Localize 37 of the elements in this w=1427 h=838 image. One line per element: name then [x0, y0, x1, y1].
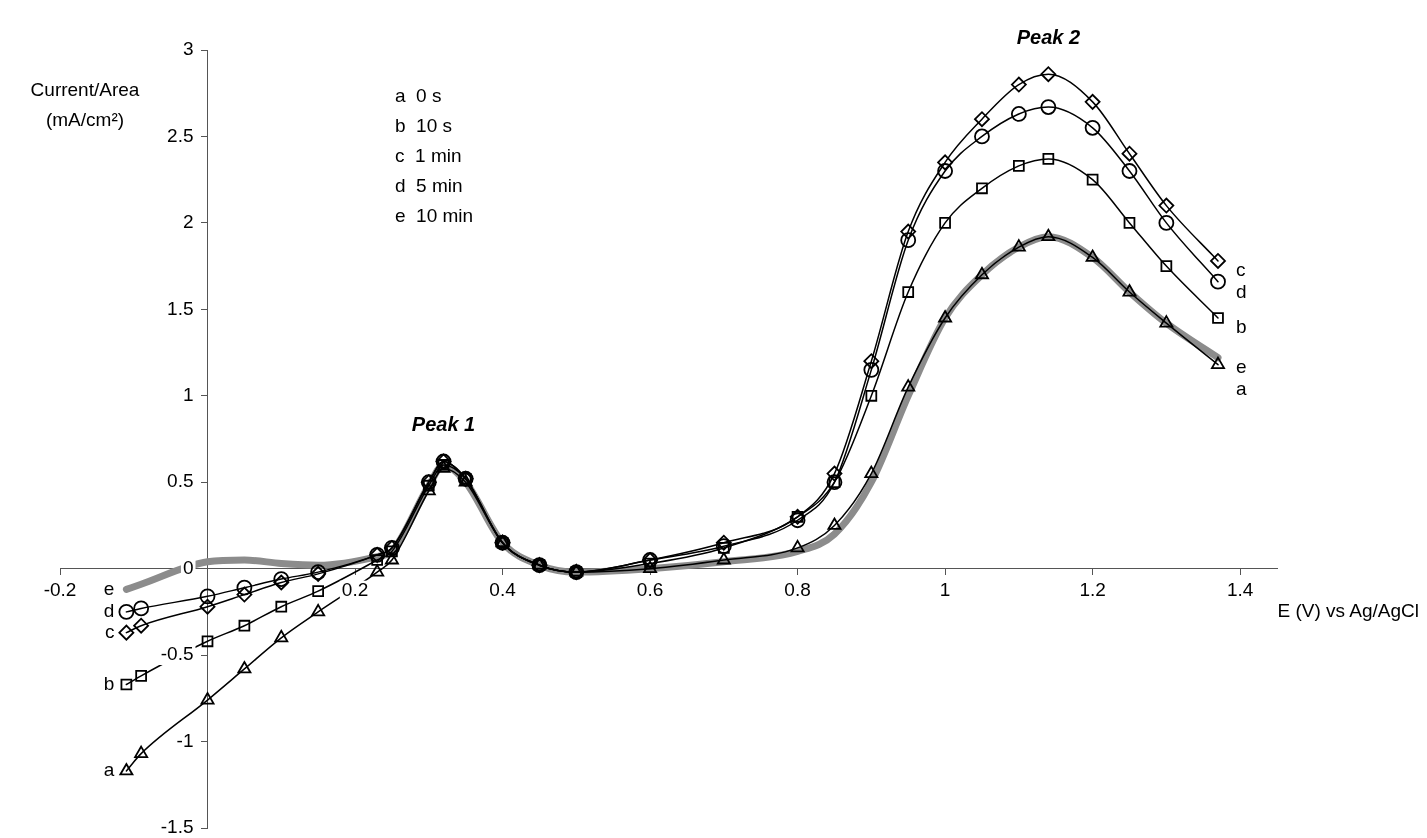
- y-tick-label: -1.5: [160, 816, 194, 838]
- annotation: Peak 1: [411, 413, 476, 436]
- text: c: [1235, 259, 1246, 281]
- y-tick-label: 1.5: [167, 297, 194, 319]
- y-tick-label: 0: [182, 556, 194, 578]
- series-label: a: [103, 759, 115, 781]
- y-tick-label: 0.5: [167, 470, 194, 492]
- x-tick-label: 0.2: [341, 578, 369, 600]
- x-axis-title: E (V) vs Ag/AgCl: [1277, 600, 1419, 622]
- series-label: b: [103, 672, 115, 694]
- y-tick-label: 3: [182, 38, 194, 60]
- y-tick-label: -1: [176, 729, 194, 751]
- annotation: a 0 s: [395, 85, 442, 107]
- y-tick-label: -0.5: [160, 643, 194, 665]
- series-label: c: [104, 620, 115, 642]
- text: d: [1235, 281, 1247, 303]
- annotation: c 1 min: [395, 145, 462, 167]
- annotation: Peak 2: [1016, 25, 1081, 48]
- x-tick-label: 1.2: [1079, 578, 1106, 600]
- x-tick-label: -0.2: [43, 578, 77, 600]
- series-label: d: [103, 600, 115, 622]
- y-axis-title: Current/Area (mA/cm²): [29, 78, 141, 132]
- x-tick-label: 0.6: [636, 578, 664, 600]
- series-label: e: [103, 577, 115, 599]
- annotation: b 10 s: [395, 115, 453, 137]
- y-tick-label: 2: [182, 211, 194, 233]
- x-tick-label: 0.8: [784, 578, 811, 600]
- text: a: [1235, 377, 1247, 399]
- text: b: [1235, 316, 1247, 338]
- x-tick-label: 0.4: [489, 578, 517, 600]
- annotation: d 5 min: [395, 175, 463, 197]
- y-tick-label: 1: [182, 384, 194, 406]
- text: e: [1235, 355, 1247, 377]
- x-tick-label: 1: [939, 578, 951, 600]
- y-tick-label: 2.5: [167, 124, 194, 146]
- annotation: e 10 min: [395, 205, 474, 227]
- x-tick-label: 1.4: [1226, 578, 1254, 600]
